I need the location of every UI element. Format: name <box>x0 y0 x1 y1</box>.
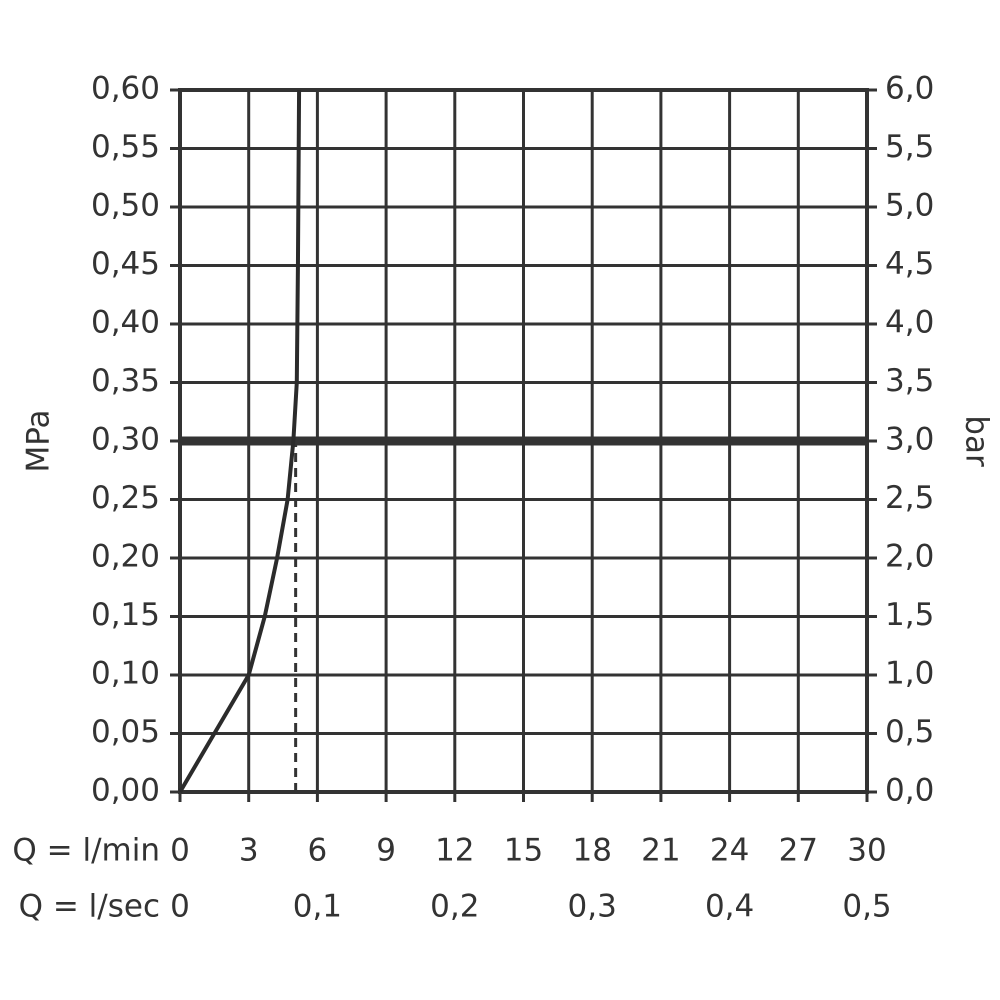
y2-tick-label: 6,0 <box>885 71 934 107</box>
y-tick-label: 0,25 <box>91 480 160 516</box>
x-tick-label: 21 <box>641 833 680 869</box>
x-tick-label: 18 <box>572 833 611 869</box>
x-tick-label: 3 <box>239 833 259 869</box>
y-tick-label: 0,15 <box>91 597 160 633</box>
x2-tick-label: 0,2 <box>430 889 479 925</box>
y2-tick-label: 5,0 <box>885 188 934 224</box>
x-tick-label: 12 <box>435 833 474 869</box>
x2-tick-label: 0,1 <box>293 889 342 925</box>
x2-axis-label: Q = l/sec <box>19 889 160 925</box>
y2-tick-label: 2,0 <box>885 539 934 575</box>
x-tick-label: 30 <box>847 833 886 869</box>
y2-tick-label: 5,5 <box>885 129 934 165</box>
x-tick-label: 9 <box>376 833 396 869</box>
x2-tick-label: 0 <box>170 889 190 925</box>
y-axis-label: MPa <box>21 409 57 472</box>
x2-tick-label: 0,4 <box>705 889 754 925</box>
y2-tick-label: 0,0 <box>885 773 934 809</box>
x-tick-label: 0 <box>170 833 190 869</box>
y2-tick-label: 4,0 <box>885 305 934 341</box>
y-tick-label: 0,05 <box>91 714 160 750</box>
y2-tick-label: 3,5 <box>885 363 934 399</box>
x-axis-label: Q = l/min <box>12 833 160 869</box>
x2-tick-label: 0,3 <box>568 889 617 925</box>
y2-axis-label: bar <box>959 415 995 467</box>
y2-tick-label: 0,5 <box>885 714 934 750</box>
y-tick-label: 0,35 <box>91 363 160 399</box>
y-tick-label: 0,55 <box>91 129 160 165</box>
x-tick-label: 15 <box>504 833 543 869</box>
curve <box>178 89 302 794</box>
y-tick-label: 0,45 <box>91 246 160 282</box>
y2-tick-label: 2,5 <box>885 480 934 516</box>
x2-tick-label: 0,5 <box>842 889 891 925</box>
y-tick-label: 0,50 <box>91 188 160 224</box>
y-tick-label: 0,10 <box>91 656 160 692</box>
x-tick-label: 27 <box>779 833 818 869</box>
x-tick-label: 24 <box>710 833 749 869</box>
y-tick-label: 0,40 <box>91 305 160 341</box>
y-tick-label: 0,20 <box>91 539 160 575</box>
y-tick-label: 0,60 <box>91 71 160 107</box>
x-tick-label: 6 <box>308 833 328 869</box>
y2-tick-label: 3,0 <box>885 422 934 458</box>
y2-tick-label: 1,5 <box>885 597 934 633</box>
y-tick-label: 0,30 <box>91 422 160 458</box>
y2-tick-label: 1,0 <box>885 656 934 692</box>
y2-tick-label: 4,5 <box>885 246 934 282</box>
y-tick-label: 0,00 <box>91 773 160 809</box>
